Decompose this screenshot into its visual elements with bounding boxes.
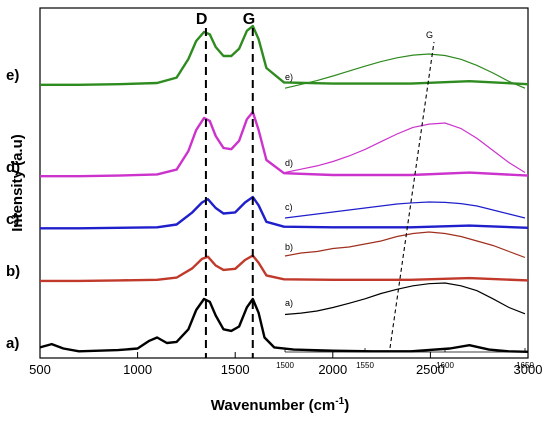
inset-g-label: G xyxy=(426,30,433,40)
x-axis-title-text: Wavenumber (cm xyxy=(211,397,335,414)
inset-labels-group: a) b) c) d) e) xyxy=(285,72,293,308)
inset-series-line-c xyxy=(284,201,526,219)
x-axis-title: Wavenumber (cm-1) xyxy=(211,396,349,414)
series-line-e xyxy=(40,24,529,86)
y-axis-title: Intensity (a.u) xyxy=(9,134,26,232)
inset-series-line-a xyxy=(284,282,526,316)
inset-axis-ticks: 1500 1550 1600 1650 xyxy=(276,348,534,370)
curve-label-e: e) xyxy=(6,67,19,84)
curve-labels-group: a) b) c) d) e) xyxy=(6,67,20,352)
inset-curve-label-a: a) xyxy=(285,298,293,308)
inset-tick-label: 1650 xyxy=(516,361,534,370)
inset-series-group xyxy=(284,53,526,316)
inset-curve-label-d: d) xyxy=(285,158,293,168)
inset-series-line-d xyxy=(284,122,526,174)
plot-frame xyxy=(39,7,529,359)
x-tick-label: 2000 xyxy=(318,362,347,377)
inset-series-line-e xyxy=(284,53,526,89)
inset-curve-label-e: e) xyxy=(285,72,293,82)
peak-label-d: D xyxy=(196,11,208,28)
curve-label-b: b) xyxy=(6,263,20,280)
inset-g-shift-guide xyxy=(389,41,435,349)
inset-tick-label: 1600 xyxy=(436,361,454,370)
x-axis-title-close: ) xyxy=(344,397,349,414)
inset-series-line-b xyxy=(284,231,526,259)
x-tick-label: 500 xyxy=(29,362,51,377)
x-axis-title-superscript: -1 xyxy=(335,396,344,407)
x-tick-label: 1500 xyxy=(221,362,250,377)
series-line-b xyxy=(40,254,529,283)
curve-label-d: d) xyxy=(6,159,20,176)
inset-tick-label: 1500 xyxy=(276,361,294,370)
curve-label-c: c) xyxy=(6,211,19,228)
series-line-c xyxy=(40,195,529,230)
series-line-d xyxy=(40,110,529,178)
curve-label-a: a) xyxy=(6,335,19,352)
inset-tick-label: 1550 xyxy=(356,361,374,370)
inset-curve-label-c: c) xyxy=(285,202,293,212)
series-line-a xyxy=(39,297,529,353)
main-series-group xyxy=(39,24,529,353)
inset-curve-label-b: b) xyxy=(285,242,293,252)
x-axis-ticks: 500 1000 1500 2000 2500 3000 xyxy=(29,352,542,377)
x-tick-label: 1000 xyxy=(123,362,152,377)
x-tick-label: 3000 xyxy=(514,362,543,377)
x-tick-label: 2500 xyxy=(416,362,445,377)
peak-label-g: G xyxy=(243,11,255,28)
